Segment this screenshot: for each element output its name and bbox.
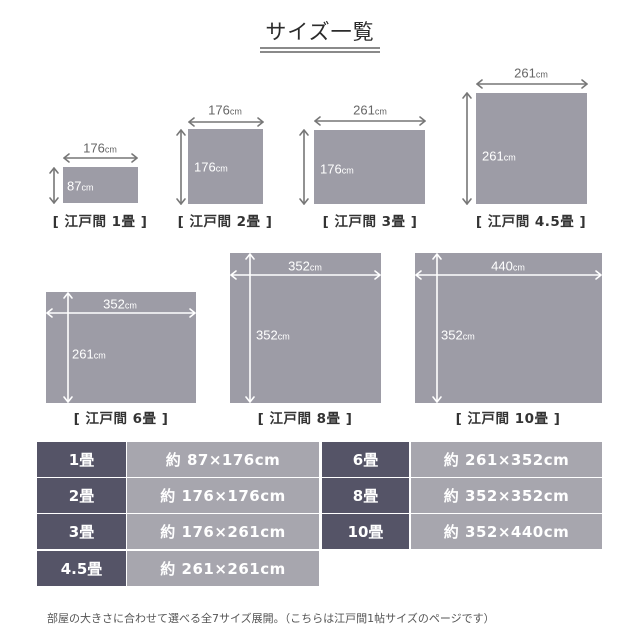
height-label: 352cm [256, 327, 290, 343]
height-label: 176cm [320, 161, 354, 177]
width-arrow-icon [476, 79, 588, 89]
title-underline-top [260, 47, 380, 49]
height-label: 261cm [482, 148, 516, 164]
table-size-cell: 2畳 [37, 478, 126, 513]
footer-note: 部屋の大きさに合わせて選べる全7サイズ展開。（こちらは江戸間1帖サイズのページで… [47, 612, 495, 625]
height-label: 352cm [441, 327, 475, 343]
height-arrow-icon [176, 129, 186, 205]
size-caption: [ 江戸間 8畳 ] [257, 411, 353, 427]
rug-diagram-6jo [46, 292, 196, 403]
table-size-cell: 3畳 [37, 514, 126, 549]
rug-diagram-4-5jo [476, 93, 587, 204]
table-size-cell: 10畳 [322, 514, 409, 549]
width-label: 176cm [83, 140, 117, 156]
table-dims-cell: 約 261×352cm [411, 442, 602, 477]
table-size-cell: 1畳 [37, 442, 126, 477]
table-dims-cell: 約 176×176cm [127, 478, 319, 513]
width-arrow-icon [188, 117, 264, 127]
width-label: 352cm [288, 258, 322, 274]
table-dims-cell: 約 87×176cm [127, 442, 319, 477]
table-dims-cell: 約 352×352cm [411, 478, 602, 513]
height-label: 176cm [194, 159, 228, 175]
height-label: 261cm [72, 346, 106, 362]
table-size-cell: 6畳 [322, 442, 409, 477]
height-arrow-icon [49, 167, 59, 204]
title-underline-bottom [260, 51, 380, 53]
rug-diagram-1jo [63, 167, 138, 203]
width-label: 352cm [103, 296, 137, 312]
width-label: 176cm [208, 102, 242, 118]
rug-diagram-8jo [230, 253, 381, 403]
size-caption: [ 江戸間 4.5畳 ] [475, 214, 587, 230]
size-caption: [ 江戸間 10畳 ] [455, 411, 561, 427]
size-caption: [ 江戸間 1畳 ] [52, 214, 148, 230]
width-arrow-icon [314, 116, 426, 126]
height-arrow-icon [462, 92, 472, 205]
size-caption: [ 江戸間 2畳 ] [177, 214, 273, 230]
height-arrow-icon [299, 129, 309, 205]
page-title: サイズ一覧 [265, 20, 375, 44]
table-dims-cell: 約 261×261cm [127, 551, 319, 586]
rug-diagram-3jo [314, 130, 425, 204]
size-caption: [ 江戸間 3畳 ] [322, 214, 418, 230]
table-size-cell: 4.5畳 [37, 551, 126, 586]
size-caption: [ 江戸間 6畳 ] [73, 411, 169, 427]
table-dims-cell: 約 176×261cm [127, 514, 319, 549]
width-label: 440cm [491, 258, 525, 274]
rug-diagram-2jo [188, 129, 263, 204]
table-size-cell: 8畳 [322, 478, 409, 513]
table-dims-cell: 約 352×440cm [411, 514, 602, 549]
width-label: 261cm [514, 65, 548, 81]
rug-diagram-10jo [415, 253, 602, 403]
height-label: 87cm [67, 178, 94, 194]
width-label: 261cm [353, 102, 387, 118]
